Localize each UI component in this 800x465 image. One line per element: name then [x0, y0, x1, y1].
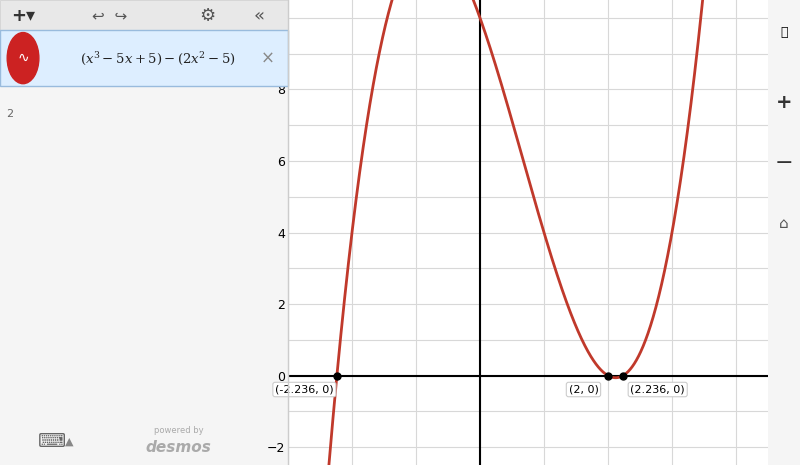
Text: ↩  ↪: ↩ ↪ [92, 9, 127, 24]
Text: +▾: +▾ [11, 7, 35, 25]
Text: desmos: desmos [146, 440, 211, 455]
Text: 1: 1 [6, 53, 14, 63]
Text: «: « [254, 7, 265, 25]
Text: ⌂: ⌂ [779, 216, 789, 231]
Text: (2.236, 0): (2.236, 0) [630, 385, 685, 394]
Text: ⌨: ⌨ [38, 432, 66, 451]
Text: powered by: powered by [154, 425, 203, 435]
Text: ⚙: ⚙ [199, 7, 215, 25]
Text: ×: × [261, 49, 274, 67]
Text: ∿: ∿ [18, 51, 29, 65]
Text: 2: 2 [6, 109, 14, 119]
Text: −: − [774, 153, 794, 173]
Text: (-2.236, 0): (-2.236, 0) [275, 385, 334, 394]
FancyBboxPatch shape [0, 0, 288, 42]
Text: ▲: ▲ [65, 437, 74, 447]
Circle shape [7, 33, 39, 84]
Text: +: + [776, 93, 792, 112]
Text: 🔧: 🔧 [780, 26, 788, 39]
Text: $(x^3-5x+5)-(2x^2-5)$: $(x^3-5x+5)-(2x^2-5)$ [81, 50, 236, 66]
Text: (2, 0): (2, 0) [569, 385, 598, 394]
FancyBboxPatch shape [0, 30, 288, 86]
